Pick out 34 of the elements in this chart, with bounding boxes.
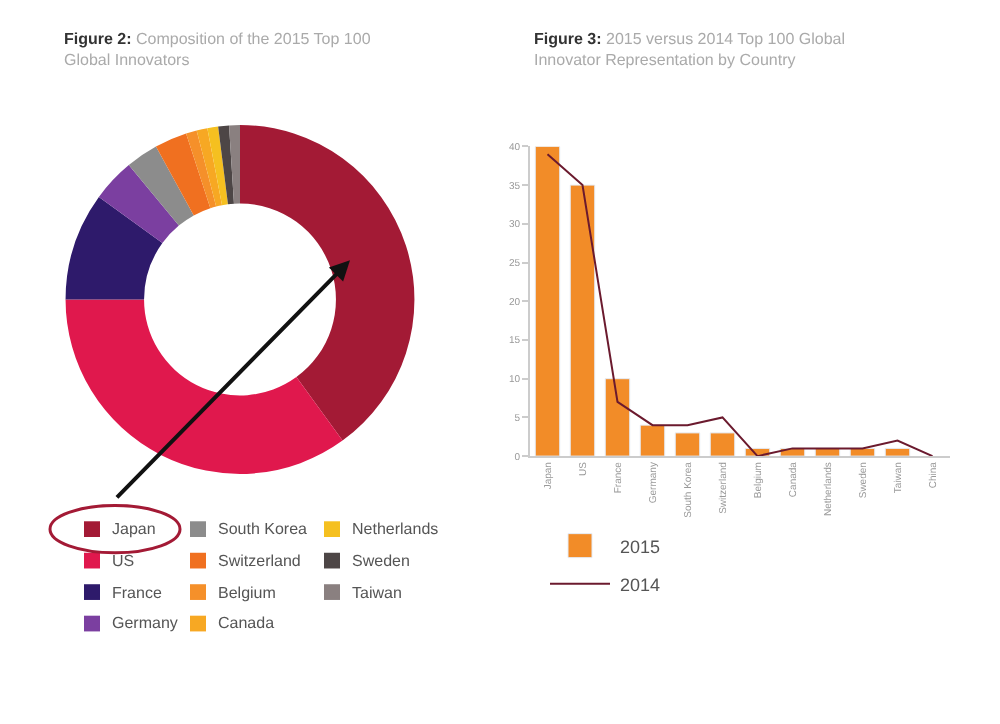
line-series bbox=[546, 153, 934, 457]
bar bbox=[534, 146, 561, 457]
legend-label: Japan bbox=[112, 520, 156, 538]
bar bbox=[884, 447, 911, 457]
legend-label: US bbox=[112, 552, 135, 570]
legend-label: Canada bbox=[218, 614, 276, 632]
donut-slice bbox=[155, 133, 211, 216]
bar bbox=[604, 378, 631, 457]
bar bbox=[709, 432, 736, 457]
legend-label: Sweden bbox=[352, 552, 410, 570]
donut-slice bbox=[218, 125, 234, 205]
legend-label: Switzerland bbox=[218, 552, 301, 570]
legend-label: France bbox=[112, 584, 163, 602]
chart-title: Figure 3: 2015 versus 2014 Top 100 Global Innovator Representation by Country bbox=[534, 30, 846, 69]
donut-slice bbox=[240, 125, 415, 441]
donut-slice bbox=[128, 146, 194, 226]
legend-label: Belgium bbox=[218, 584, 277, 602]
legend-label: 2015 bbox=[620, 536, 661, 557]
donut-slice bbox=[98, 165, 179, 244]
legend-label: Germany bbox=[112, 614, 178, 632]
bar bbox=[639, 424, 666, 457]
donut-slice bbox=[207, 126, 228, 206]
donut-slice bbox=[229, 125, 240, 204]
chart-title: Figure 2: Composition of the 2015 Top 100 Global Innovators bbox=[64, 30, 372, 69]
legend-label: South Korea bbox=[218, 520, 309, 538]
donut-slice bbox=[65, 299, 343, 474]
legend-label: Netherlands bbox=[352, 520, 439, 538]
donut-slice bbox=[65, 196, 163, 300]
legend-label: Taiwan bbox=[352, 584, 402, 602]
legend-label: 2014 bbox=[620, 574, 661, 595]
donut-slice bbox=[186, 130, 217, 209]
bar bbox=[674, 432, 701, 457]
bar bbox=[569, 184, 596, 457]
donut-slice bbox=[196, 128, 223, 207]
